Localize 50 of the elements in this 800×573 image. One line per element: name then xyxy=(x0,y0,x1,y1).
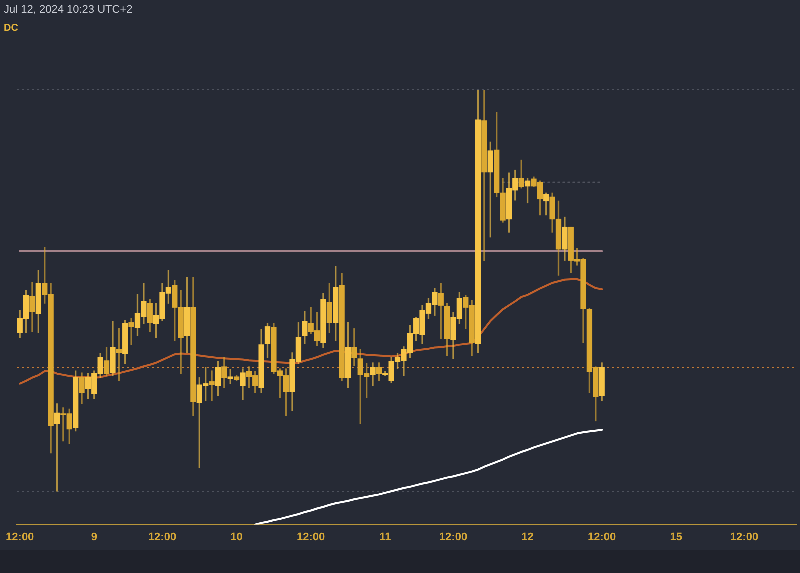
candlestick xyxy=(209,370,215,402)
candlestick xyxy=(518,160,524,189)
candlestick xyxy=(320,293,326,348)
candlestick xyxy=(482,90,488,261)
chart-title: DC xyxy=(4,22,18,34)
candlestick xyxy=(475,90,482,354)
x-tick-label: 12 xyxy=(522,531,534,544)
candlestick xyxy=(264,323,271,358)
candlestick xyxy=(116,328,122,382)
candlestick xyxy=(524,178,531,204)
candlestick xyxy=(72,370,79,432)
x-tick-label: 12:00 xyxy=(439,531,468,544)
candlestick xyxy=(258,329,264,394)
candlestick xyxy=(333,266,339,342)
candlestick xyxy=(444,303,450,356)
candlestick xyxy=(190,277,196,416)
candlestick xyxy=(147,299,153,332)
candlestick xyxy=(110,321,116,376)
candlestick xyxy=(488,142,494,238)
candlestick xyxy=(234,376,240,382)
x-tick-label: 12:00 xyxy=(730,531,759,544)
candlestick xyxy=(438,283,444,340)
candlestick xyxy=(370,362,376,386)
candlestick xyxy=(339,273,345,382)
candlestick xyxy=(215,361,222,396)
candlestick xyxy=(54,404,60,492)
x-tick-label: 12:00 xyxy=(297,531,326,544)
candlestick xyxy=(122,320,128,364)
candlestick xyxy=(30,282,36,332)
candlestick xyxy=(562,216,568,261)
candlestick xyxy=(184,277,190,354)
candlestick xyxy=(36,270,42,334)
text: Jul 12, 2024 10:23 UTC+2 xyxy=(4,4,133,16)
x-tick-label: 12:00 xyxy=(588,531,616,544)
candlestick xyxy=(79,372,85,404)
candlestick xyxy=(326,283,332,334)
candlestick xyxy=(376,362,382,382)
x-tick-label: 11 xyxy=(380,531,392,544)
candlestick xyxy=(104,347,110,376)
x-tick-label: 12:00 xyxy=(6,531,34,544)
x-tick-label: 12:00 xyxy=(148,531,177,544)
x-tick-label: 15 xyxy=(670,531,683,544)
candlestick xyxy=(222,357,228,388)
candlestick xyxy=(240,368,246,400)
candlestick xyxy=(128,318,134,346)
candlestick xyxy=(345,322,352,388)
candlestick xyxy=(352,328,358,366)
x-tick-label: 9 xyxy=(91,531,98,544)
candlestick xyxy=(599,362,605,402)
x-tick-label: 10 xyxy=(230,531,243,544)
